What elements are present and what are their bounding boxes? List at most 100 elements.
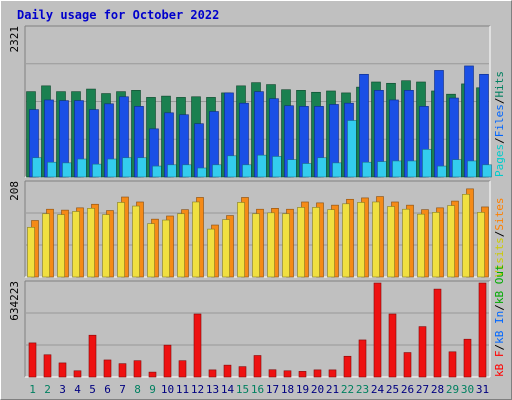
x-tick-label: 24 [371,383,385,396]
bar-visits [477,212,485,278]
bar-visits [372,201,380,278]
x-tick-label: 8 [134,383,141,396]
bar-pages [287,159,297,178]
bar-visits [252,213,260,278]
bar-files [464,65,474,178]
bar-pages [212,164,222,178]
bar-kb-f [268,369,277,378]
bar-kb-f [388,313,397,378]
bar-pages [122,157,132,178]
bar-pages [62,162,72,178]
bar-kb-f [193,313,202,378]
bar-pages [47,161,57,178]
bar-pages [302,163,312,178]
bar-kb-f [373,282,382,378]
bar-kb-f [43,354,52,378]
bar-kb-f [88,334,97,378]
bar-kb-f [418,326,427,378]
bar-kb-f [103,359,112,378]
x-tick-label: 21 [326,383,339,396]
legend-entry: Hits [493,71,506,98]
x-tick-label: 26 [401,383,414,396]
bar-visits [417,213,425,278]
bar-kb-f [433,288,442,378]
x-tick-label: 31 [476,383,489,396]
bar-pages [167,164,177,178]
x-tick-label: 10 [161,383,174,396]
y-max-label: 634223 [8,281,21,321]
panel-kbf-kbin-kbout: 634223 kB F/kB In/kB Out [8,264,506,378]
bar-kb-f [463,338,472,378]
legend-entry: Files [493,104,506,137]
x-tick-label: 23 [356,383,369,396]
legend: kB F/kB In/kB Out [493,264,506,377]
bar-visits [192,201,200,278]
bar-visits [282,213,290,278]
x-tick-label: 30 [461,383,474,396]
bar-pages [452,159,462,178]
bar-visits [162,219,170,278]
bar-pages [272,156,282,178]
legend-entry: Pages [493,144,506,177]
x-tick-label: 15 [236,383,249,396]
bar-visits [117,202,125,278]
bar-pages [227,155,237,178]
bar-pages [152,165,162,178]
bar-visits [207,228,215,278]
legend-entry: / [493,231,506,238]
x-tick-label: 29 [446,383,459,396]
bar-visits [402,208,410,278]
x-tick-label: 27 [416,383,429,396]
panel-visits-sites: 208 Visits/Sites [8,180,506,278]
x-tick-label: 14 [221,383,235,396]
x-tick-label: 13 [206,383,219,396]
x-tick-label: 25 [386,383,399,396]
bar-kb-f [358,339,367,378]
legend-entry: Sites [493,198,506,231]
bar-visits [297,207,305,278]
bar-visits [42,213,50,278]
x-tick-label: 20 [311,383,324,396]
y-max-label: 208 [8,181,21,201]
x-tick-label: 18 [281,383,294,396]
bar-visits [57,214,65,278]
bar-visits [222,219,230,278]
x-tick-label: 3 [59,383,66,396]
bar-visits [462,193,470,278]
bar-pages [362,161,372,178]
bar-kb-f [163,344,172,378]
bar-pages [407,160,417,178]
bar-visits [342,203,350,278]
bar-pages [32,157,42,178]
bar-kb-f [208,369,217,378]
bar-kb-f [343,355,352,378]
chart-panels: 2321Pages/Files/Hits208Visits/Sites63422… [8,25,506,396]
legend-entry: kB In [493,311,506,344]
bar-visits [312,207,320,278]
bar-visits [147,223,155,278]
bar-visits [177,213,185,278]
x-tick-label: 5 [89,383,96,396]
bar-files [434,70,444,178]
bar-kb-f [73,370,82,378]
bar-visits [27,226,35,278]
bar-pages [377,161,387,178]
bar-visits [447,205,455,278]
x-tick-label: 6 [104,383,111,396]
bar-visits [327,209,335,278]
legend-entry: / [493,137,506,144]
x-tick-label: 11 [176,383,189,396]
bar-visits [387,206,395,278]
x-tick-label: 7 [119,383,126,396]
bar-kb-f [403,352,412,378]
legend-entry: Visits [493,237,506,277]
bar-pages [137,157,147,178]
bar-kb-f [118,363,127,378]
legend: Pages/Files/Hits [493,71,506,177]
bar-pages [182,164,192,178]
bar-visits [267,212,275,278]
x-tick-label: 17 [266,383,279,396]
legend-entry: / [493,98,506,105]
